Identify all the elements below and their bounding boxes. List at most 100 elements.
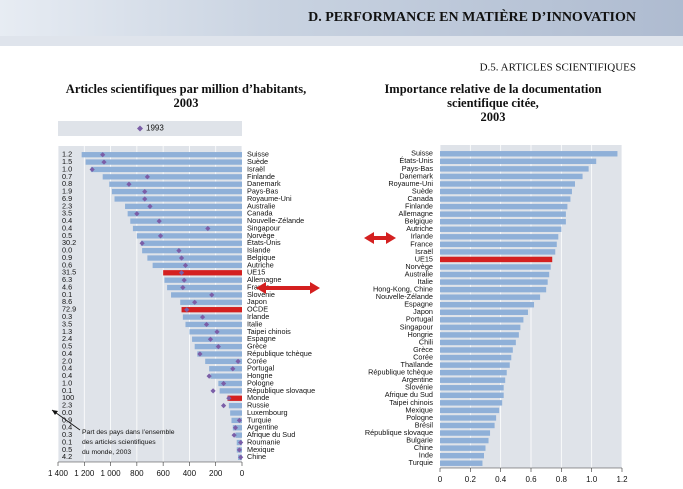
share-label: 4.6 bbox=[62, 282, 72, 291]
category-label: Japon bbox=[247, 297, 267, 306]
category-label: UE15 bbox=[415, 254, 433, 263]
chart-title: 2003 bbox=[174, 96, 199, 110]
chart-title: Articles scientifiques par million d’hab… bbox=[66, 82, 306, 96]
bar bbox=[114, 196, 242, 202]
bar bbox=[440, 317, 524, 323]
bar bbox=[218, 380, 242, 387]
bar bbox=[440, 294, 541, 300]
marker-1993 bbox=[180, 284, 186, 291]
bar bbox=[440, 385, 504, 391]
marker-1993 bbox=[144, 174, 150, 180]
marker-1993 bbox=[199, 314, 206, 320]
share-label: 0.3 bbox=[62, 312, 72, 321]
marker-1993 bbox=[157, 233, 164, 239]
category-label: Hongrie bbox=[407, 330, 433, 339]
category-label: Hongrie bbox=[247, 371, 273, 380]
share-label: 0.9 bbox=[62, 415, 72, 424]
category-label: Irlande bbox=[411, 232, 433, 241]
bar bbox=[440, 415, 497, 421]
bar bbox=[440, 166, 589, 172]
bar bbox=[440, 249, 556, 255]
bar bbox=[132, 225, 242, 232]
x-tick-label: 0 bbox=[438, 475, 443, 484]
marker-1993 bbox=[210, 388, 216, 394]
share-label: 6.3 bbox=[62, 275, 72, 284]
page-title: D. PERFORMANCE EN MATIÈRE D’INNOVATION bbox=[308, 8, 636, 25]
bar bbox=[440, 347, 513, 353]
bar bbox=[440, 445, 486, 451]
bar bbox=[440, 218, 566, 225]
category-label: Australie bbox=[405, 269, 433, 278]
category-label: Bulgarie bbox=[406, 436, 433, 445]
x-tick-label: 0 bbox=[240, 469, 245, 478]
bar bbox=[125, 203, 242, 210]
category-label: Luxembourg bbox=[247, 408, 288, 417]
bar bbox=[440, 151, 618, 157]
bar bbox=[440, 452, 484, 459]
marker-1993 bbox=[221, 403, 227, 409]
x-tick-label: 0.8 bbox=[556, 475, 568, 484]
share-label: 1.9 bbox=[62, 187, 72, 196]
marker-1993 bbox=[100, 152, 106, 158]
category-label: Afrique du Sud bbox=[385, 390, 433, 399]
annotation: des articles scientifiques bbox=[82, 439, 156, 446]
share-label: 31.5 bbox=[62, 268, 76, 277]
marker-1993 bbox=[134, 211, 140, 217]
section-title: D.5. ARTICLES SCIENTIFIQUES bbox=[480, 62, 636, 74]
category-label: Danemark bbox=[247, 179, 281, 188]
category-label: États-Unis bbox=[399, 156, 433, 165]
share-label: 72.9 bbox=[62, 305, 76, 314]
bar bbox=[440, 181, 575, 187]
category-label: Corée bbox=[413, 352, 433, 361]
bar bbox=[440, 437, 489, 444]
x-tick-label: 800 bbox=[130, 469, 144, 478]
bar bbox=[130, 218, 242, 224]
share-label: 6.9 bbox=[62, 194, 72, 203]
share-label: 1.0 bbox=[62, 164, 72, 173]
bar bbox=[228, 402, 242, 409]
x-tick-label: 1.2 bbox=[616, 475, 628, 484]
marker-1993 bbox=[205, 225, 211, 232]
bar bbox=[90, 166, 242, 173]
marker-1993 bbox=[209, 292, 215, 298]
bar bbox=[440, 369, 507, 376]
category-label: Nouvelle-Zélande bbox=[376, 292, 433, 301]
marker-1993 bbox=[178, 255, 185, 261]
marker-1993 bbox=[178, 270, 185, 276]
category-label: Thaïlande bbox=[401, 360, 433, 369]
bar bbox=[85, 159, 242, 165]
category-label: Argentine bbox=[402, 375, 433, 384]
category-label: Roumanie bbox=[247, 437, 280, 446]
share-label: 0.4 bbox=[62, 364, 72, 373]
bar bbox=[185, 321, 242, 328]
category-label: Espagne bbox=[247, 334, 276, 343]
bar bbox=[231, 417, 242, 424]
marker-1993 bbox=[203, 321, 210, 328]
share-label: 0.1 bbox=[62, 290, 72, 299]
annotation-arrow bbox=[51, 409, 81, 431]
category-label: Israël bbox=[415, 247, 433, 256]
share-label: 0.3 bbox=[62, 430, 72, 439]
bar bbox=[440, 362, 510, 368]
bar bbox=[163, 270, 242, 276]
category-label: Japon bbox=[413, 307, 433, 316]
marker-1993 bbox=[238, 439, 244, 446]
category-label: Norvège bbox=[247, 231, 275, 240]
bar bbox=[230, 410, 242, 416]
bar bbox=[171, 292, 242, 298]
annotation: du monde, 2003 bbox=[82, 449, 131, 456]
share-label: 2.0 bbox=[62, 356, 72, 365]
category-label: Norvège bbox=[405, 262, 433, 271]
bar bbox=[197, 351, 242, 357]
bar bbox=[210, 373, 242, 379]
category-label: Autriche bbox=[247, 260, 274, 269]
bar bbox=[440, 392, 504, 399]
category-label: Pologne bbox=[406, 413, 433, 422]
bar bbox=[227, 395, 242, 401]
category-label: Argentine bbox=[247, 423, 278, 432]
bar bbox=[440, 241, 557, 248]
category-label: Australie bbox=[247, 201, 275, 210]
share-label: 1.2 bbox=[62, 150, 72, 159]
share-label: 0.7 bbox=[62, 172, 72, 181]
bar bbox=[440, 234, 559, 240]
